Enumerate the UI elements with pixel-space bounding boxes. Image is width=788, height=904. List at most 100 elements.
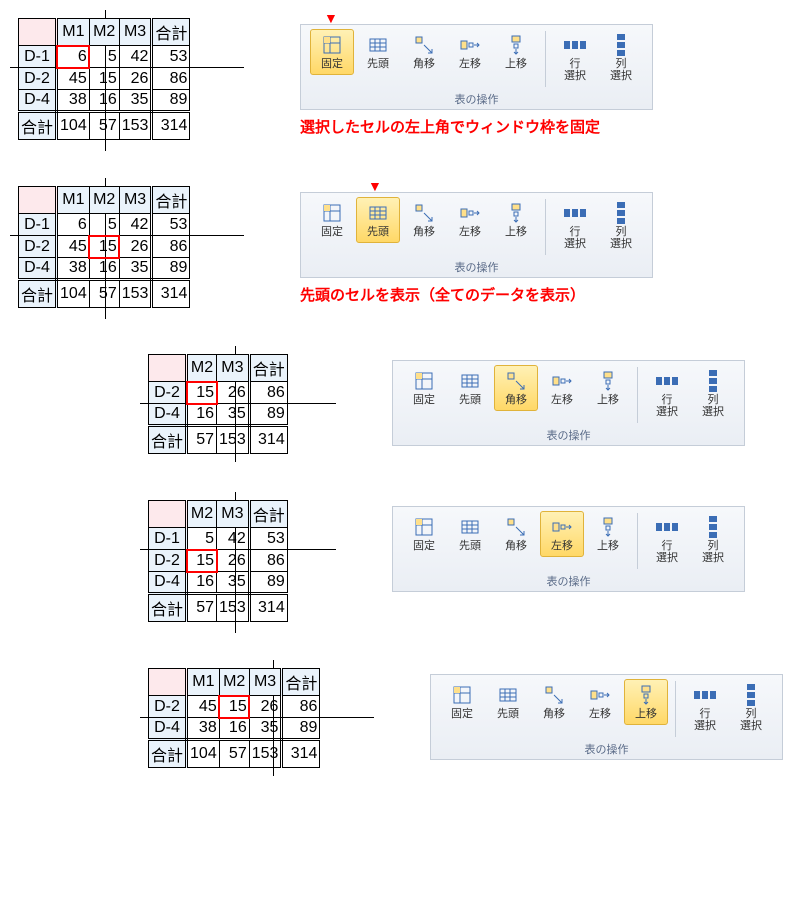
ribbon-btn-colsel[interactable]: 列 選択 (599, 29, 643, 87)
cell[interactable]: 35 (119, 90, 152, 112)
cell[interactable]: 26 (249, 696, 282, 718)
cell[interactable]: 15 (219, 696, 249, 718)
cell[interactable]: 15 (89, 68, 119, 90)
cell[interactable]: 6 (57, 214, 90, 236)
ribbon-btn-up[interactable]: 上移 (624, 679, 668, 725)
ribbon-btn-fix[interactable]: 固定 (402, 511, 446, 557)
cell[interactable]: 104 (57, 112, 90, 140)
ribbon-btn-colsel[interactable]: 列 選択 (599, 197, 643, 255)
cell[interactable]: 153 (119, 280, 152, 308)
cell[interactable]: 5 (89, 214, 119, 236)
ribbon-btn-corner[interactable]: 角移 (402, 197, 446, 243)
ribbon-btn-rowsel[interactable]: 行 選択 (553, 29, 597, 87)
cell[interactable]: 153 (119, 112, 152, 140)
ribbon-btn-up[interactable]: 上移 (586, 365, 630, 411)
cell[interactable]: 86 (249, 550, 287, 572)
cell[interactable]: 89 (249, 572, 287, 594)
ribbon-btn-corner[interactable]: 角移 (494, 365, 538, 411)
ribbon-btn-corner[interactable]: 角移 (494, 511, 538, 557)
cell[interactable]: 86 (249, 382, 287, 404)
ribbon-btn-corner[interactable]: 角移 (402, 29, 446, 75)
cell[interactable]: 314 (152, 112, 190, 140)
ribbon-btn-left[interactable]: 左移 (540, 365, 584, 411)
cell[interactable]: 89 (152, 258, 190, 280)
cell[interactable]: 5 (89, 46, 119, 68)
cell[interactable]: 104 (57, 280, 90, 308)
cell[interactable]: 153 (217, 594, 250, 622)
ribbon-btn-head[interactable]: 先頭 (486, 679, 530, 725)
cell[interactable]: 89 (282, 718, 320, 740)
cell[interactable]: 38 (57, 90, 90, 112)
cell[interactable]: 314 (152, 280, 190, 308)
cell[interactable]: 26 (119, 236, 152, 258)
cell[interactable]: 35 (119, 258, 152, 280)
cell[interactable]: 26 (217, 382, 250, 404)
ribbon-btn-up[interactable]: 上移 (494, 29, 538, 75)
ribbon-btn-fix[interactable]: 固定 (440, 679, 484, 725)
ribbon-btn-left[interactable]: 左移 (540, 511, 584, 557)
cell[interactable]: 15 (89, 236, 119, 258)
ribbon-btn-rowsel[interactable]: 行 選択 (553, 197, 597, 255)
cell[interactable]: 35 (217, 404, 250, 426)
cell[interactable]: 16 (187, 572, 217, 594)
cell[interactable]: 26 (217, 550, 250, 572)
cell[interactable]: 53 (152, 214, 190, 236)
cell[interactable]: 16 (89, 258, 119, 280)
cell[interactable]: 153 (217, 426, 250, 454)
cell[interactable]: 57 (89, 112, 119, 140)
cell[interactable]: 53 (152, 46, 190, 68)
cell[interactable]: 57 (187, 426, 217, 454)
cell[interactable]: 16 (219, 718, 249, 740)
cell[interactable]: 89 (152, 90, 190, 112)
ribbon-btn-up[interactable]: 上移 (494, 197, 538, 243)
cell[interactable]: 6 (57, 46, 90, 68)
cell[interactable]: 86 (152, 68, 190, 90)
cell[interactable]: 42 (119, 46, 152, 68)
cell[interactable]: 153 (249, 740, 282, 768)
cell[interactable]: 16 (89, 90, 119, 112)
cell[interactable]: 89 (249, 404, 287, 426)
cell[interactable]: 57 (89, 280, 119, 308)
cell[interactable]: 15 (187, 382, 217, 404)
ribbon-btn-head[interactable]: 先頭 (448, 365, 492, 411)
ribbon-btn-rowsel[interactable]: 行 選択 (683, 679, 727, 737)
cell[interactable]: 42 (119, 214, 152, 236)
cell[interactable]: 86 (282, 696, 320, 718)
cell[interactable]: 16 (187, 404, 217, 426)
cell[interactable]: 45 (57, 236, 90, 258)
cell[interactable]: 53 (249, 528, 287, 550)
cell[interactable]: 38 (57, 258, 90, 280)
ribbon-btn-corner[interactable]: 角移 (532, 679, 576, 725)
cell[interactable]: 57 (219, 740, 249, 768)
ribbon-btn-colsel[interactable]: 列 選択 (691, 365, 735, 423)
ribbon-btn-colsel[interactable]: 列 選択 (691, 511, 735, 569)
cell[interactable]: 5 (187, 528, 217, 550)
ribbon-btn-head[interactable]: 先頭 (448, 511, 492, 557)
cell[interactable]: 45 (187, 696, 220, 718)
ribbon-btn-left[interactable]: 左移 (448, 197, 492, 243)
ribbon-btn-left[interactable]: 左移 (448, 29, 492, 75)
cell[interactable]: 38 (187, 718, 220, 740)
ribbon-btn-head[interactable]: 先頭 (356, 197, 400, 243)
cell[interactable]: 35 (249, 718, 282, 740)
cell[interactable]: 35 (217, 572, 250, 594)
ribbon-btn-fix[interactable]: 固定 (402, 365, 446, 411)
cell[interactable]: 26 (119, 68, 152, 90)
cell[interactable]: 104 (187, 740, 220, 768)
ribbon-btn-fix[interactable]: 固定 (310, 29, 354, 75)
cell[interactable]: 86 (152, 236, 190, 258)
ribbon-btn-rowsel[interactable]: 行 選択 (645, 511, 689, 569)
cell[interactable]: 45 (57, 68, 90, 90)
cell[interactable]: 314 (249, 594, 287, 622)
cell[interactable]: 15 (187, 550, 217, 572)
cell[interactable]: 57 (187, 594, 217, 622)
cell[interactable]: 314 (282, 740, 320, 768)
ribbon-btn-left[interactable]: 左移 (578, 679, 622, 725)
ribbon-btn-up[interactable]: 上移 (586, 511, 630, 557)
cell[interactable]: 42 (217, 528, 250, 550)
ribbon-btn-head[interactable]: 先頭 (356, 29, 400, 75)
cell[interactable]: 314 (249, 426, 287, 454)
ribbon-btn-rowsel[interactable]: 行 選択 (645, 365, 689, 423)
ribbon-btn-fix[interactable]: 固定 (310, 197, 354, 243)
ribbon-btn-colsel[interactable]: 列 選択 (729, 679, 773, 737)
